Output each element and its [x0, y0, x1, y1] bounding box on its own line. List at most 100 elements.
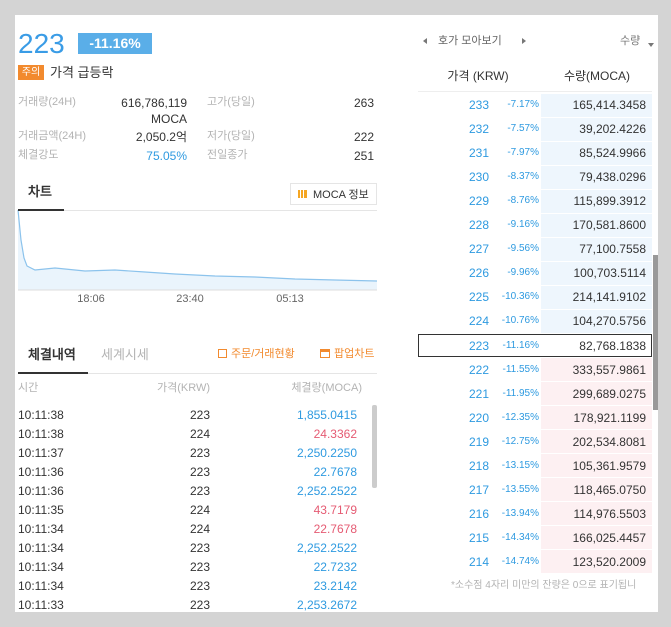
- trade-time: 10:11:33: [18, 598, 64, 612]
- ob-price[interactable]: 220: [468, 410, 489, 425]
- ob-qty: 100,703.5114: [573, 266, 646, 281]
- ob-price[interactable]: 231: [468, 146, 489, 161]
- col-header: 체결량(MOCA): [291, 382, 362, 394]
- info-button[interactable]: MOCA 정보: [290, 183, 377, 205]
- ob-price[interactable]: 221: [468, 386, 489, 401]
- ob-qty: 165,414.3458: [572, 98, 646, 112]
- trade-qty: 22.7678: [313, 522, 357, 536]
- ob-col-header: 가격 (KRW): [447, 69, 509, 83]
- trade-qty: 23.2142: [313, 579, 357, 593]
- ob-change: -9.56%: [507, 243, 539, 255]
- scrollbar: [372, 405, 377, 488]
- stat-value: 251: [353, 149, 374, 163]
- stat-value: 616,786,119: [121, 96, 187, 110]
- ob-change: -13.15%: [501, 459, 539, 471]
- current-box: [418, 334, 652, 357]
- stat-value: 75.05%: [146, 149, 187, 163]
- trade-qty: 2,253.2672: [296, 598, 357, 612]
- ob-price[interactable]: 228: [468, 218, 489, 233]
- trade-time: 10:11:34: [18, 560, 64, 574]
- trade-price: 224: [189, 427, 210, 441]
- exchange-panel: 223 -11.16% 주의 가격 급등락 거래량(24H) 616,786,119 MOC…: [15, 15, 658, 612]
- depth-cell: [541, 358, 652, 382]
- ob-price[interactable]: 216: [468, 506, 489, 521]
- ob-qty: 123,520.2009: [572, 554, 646, 569]
- ob-divider: [418, 91, 652, 92]
- ob-change: -8.76%: [507, 195, 539, 207]
- price: 223: [18, 28, 65, 59]
- order-button[interactable]: 주문/거래현황: [231, 348, 295, 360]
- ob-qty: 118,465.0750: [573, 482, 646, 497]
- ob-price[interactable]: 214: [468, 554, 489, 569]
- depth-cell: [541, 526, 652, 550]
- ob-price[interactable]: 225: [468, 290, 489, 305]
- ob-price[interactable]: 223: [468, 338, 489, 353]
- ob-change: -10.76%: [501, 315, 539, 327]
- col-header: 시간: [18, 382, 39, 394]
- ob-price[interactable]: 217: [468, 482, 489, 497]
- trade-time: 10:11:34: [18, 579, 64, 593]
- ob-qty: 79,438.0296: [579, 170, 646, 185]
- ob-price[interactable]: 233: [468, 98, 489, 112]
- depth-cell: [541, 189, 652, 213]
- tab-underline: [18, 372, 88, 374]
- ob-price[interactable]: 226: [468, 266, 489, 281]
- trades-tab[interactable]: 체결내역: [28, 347, 76, 362]
- stat-value: 263: [353, 96, 374, 110]
- trades-tab[interactable]: 세계시세: [101, 347, 149, 362]
- ob-qty: 333,557.9861: [572, 362, 646, 377]
- stat-value: 2,050.2억: [135, 130, 187, 144]
- trade-qty: 22.7678: [313, 465, 357, 479]
- popup-button[interactable]: 팝업차트: [334, 348, 375, 360]
- trade-price: 224: [189, 522, 210, 536]
- depth-cell: [541, 550, 652, 574]
- trade-price: 223: [189, 560, 210, 574]
- ob-change: -10.36%: [501, 291, 539, 303]
- ob-change: -12.35%: [501, 411, 539, 423]
- ob-qty: 39,202.4226: [579, 122, 646, 137]
- ob-price[interactable]: 218: [468, 458, 489, 473]
- depth-cell: [541, 237, 652, 261]
- ob-qty: 77,100.7558: [579, 242, 646, 257]
- stat-value: 222: [353, 130, 374, 144]
- chart-area: [18, 210, 377, 290]
- ob-scrollbar: [653, 255, 658, 410]
- ob-price[interactable]: 232: [468, 122, 489, 137]
- tab-underline: [18, 209, 64, 211]
- ob-note: *소수점 4자리 미만의 잔량은 0으로 표기됩니: [451, 580, 637, 591]
- depth-cell: [541, 213, 652, 237]
- ob-price[interactable]: 230: [468, 170, 489, 185]
- nav-prev[interactable]: [423, 38, 427, 44]
- mini-chart: [17, 210, 378, 291]
- nav-next[interactable]: [522, 38, 526, 44]
- warning-badge: 주의: [18, 65, 44, 80]
- ob-price[interactable]: 222: [468, 362, 489, 377]
- trade-price: 223: [189, 465, 210, 479]
- depth-cell: [541, 93, 652, 117]
- tab-divider: [88, 373, 377, 374]
- ob-price[interactable]: 224: [468, 314, 489, 329]
- ob-price[interactable]: 227: [468, 242, 489, 257]
- trade-time: 10:11:36: [18, 484, 64, 498]
- tab-divider: [64, 210, 377, 211]
- trade-qty: 2,250.2250: [296, 446, 357, 460]
- ob-change: -9.16%: [507, 219, 539, 231]
- popup-icon: [320, 349, 330, 358]
- ob-qty: 178,921.1199: [573, 410, 646, 425]
- chart-tab[interactable]: 차트: [28, 184, 52, 199]
- trade-price: 223: [189, 484, 210, 498]
- ob-change: -13.94%: [501, 507, 539, 519]
- trade-price: 223: [189, 579, 210, 593]
- ob-price[interactable]: 215: [468, 530, 489, 545]
- ob-qty: 299,689.0275: [572, 386, 646, 401]
- change-badge: -11.16%: [78, 33, 152, 54]
- ob-qty: 104,270.5756: [572, 314, 646, 329]
- ob-qty: 214,141.9102: [572, 290, 646, 305]
- ob-price[interactable]: 219: [468, 434, 489, 449]
- time-label: 23:40: [176, 293, 204, 305]
- chart-line: [17, 210, 378, 282]
- stat-label: 저가(당일): [207, 130, 255, 142]
- ob-change: -7.97%: [507, 147, 539, 159]
- ob-price[interactable]: 229: [468, 194, 489, 209]
- mode-select[interactable]: 수량: [620, 35, 641, 47]
